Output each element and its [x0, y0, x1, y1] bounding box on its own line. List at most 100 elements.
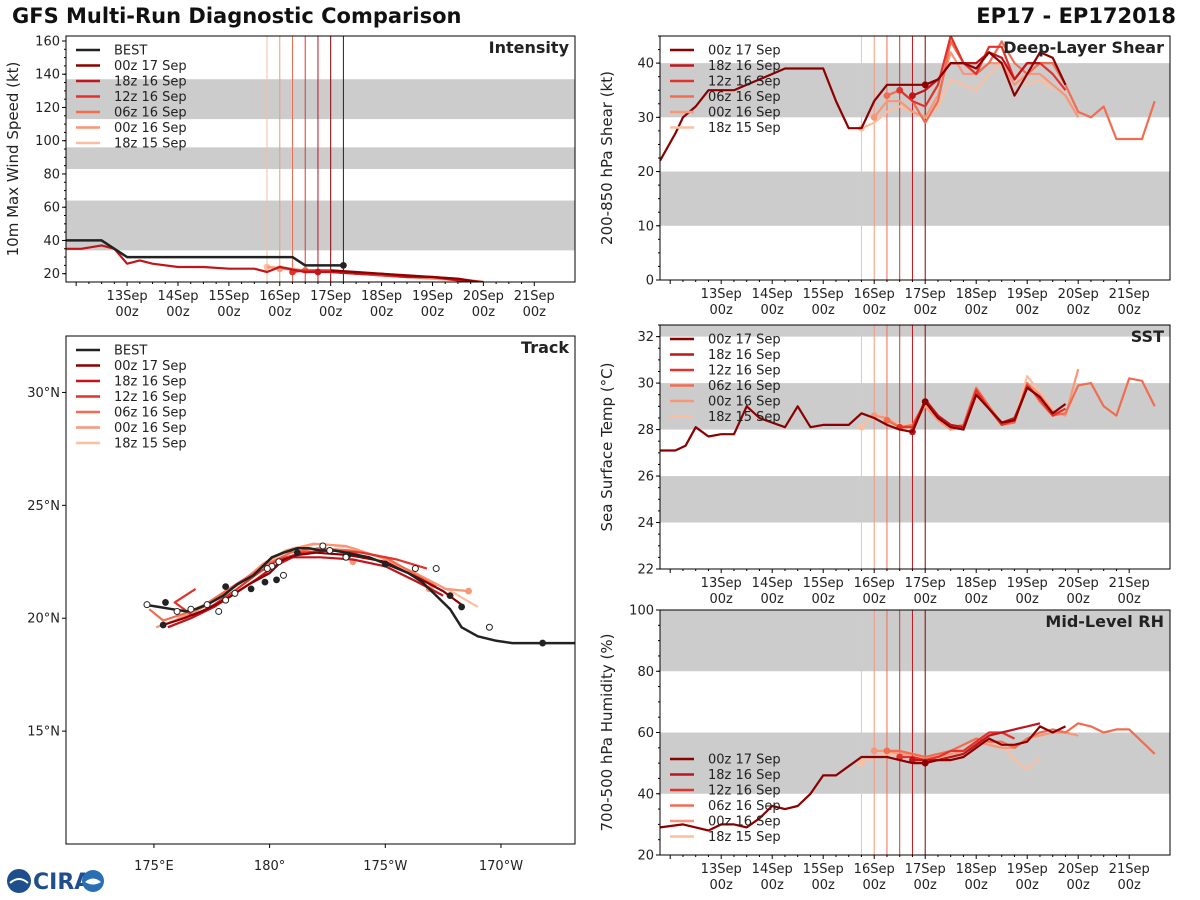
- track-legend-label-00z-17-sep: 00z 17 Sep: [114, 359, 187, 374]
- track-open-marker-best-3: [342, 553, 350, 561]
- track-open-marker-best-11: [231, 589, 239, 597]
- shear-xtick-label-day-8: 21Sep: [1109, 287, 1150, 302]
- intensity-marker-best-0: [340, 261, 347, 269]
- rh-legend-label-06z-16-sep: 06z 16 Sep: [708, 799, 781, 814]
- track-axes-frame: [65, 335, 576, 845]
- intensity-series-layer: [66, 239, 484, 282]
- track-panel: 15°N 20°N 25°N 30°N 175°E 180° 175°W 170°W Track…: [27, 335, 576, 874]
- shear-xtick-label-hour-6: 00z: [1016, 303, 1040, 318]
- track-marker-best-10: [162, 599, 169, 606]
- sst-xtick-label-hour-6: 00z: [1016, 592, 1040, 607]
- rh-xtick-label-day-0: 13Sep: [701, 862, 742, 877]
- shear-xtick-label-day-4: 17Sep: [905, 287, 946, 302]
- shear-xtick-label-hour-3: 00z: [863, 303, 887, 318]
- shear-band-1: [660, 63, 1170, 118]
- sst-ytick-label-5: 32: [637, 330, 654, 345]
- rh-marker-00z-17-sep-0: [921, 759, 929, 767]
- rh-xtick-label-hour-5: 00z: [965, 878, 989, 893]
- track-open-marker-best-9: [263, 565, 271, 573]
- rh-panel: 2040608010013Sep00z14Sep00z15Sep00z16Sep…: [598, 604, 1171, 893]
- sst-xtick-label-day-5: 18Sep: [956, 576, 997, 591]
- rh-band-1: [660, 610, 1170, 672]
- shear-ylabel: 200-850 hPa Shear (kt): [598, 71, 616, 245]
- sst-band-0: [660, 476, 1170, 523]
- rh-xtick-label-day-3: 16Sep: [854, 862, 895, 877]
- intensity-panel: 2040608010012014016013Sep00z14Sep00z15Se…: [4, 34, 576, 320]
- track-legend-label-00z-16-sep: 00z 16 Sep: [114, 421, 187, 436]
- track-marker-best-11: [159, 621, 167, 629]
- rh-legend-label-18z-15-sep: 18z 15 Sep: [708, 830, 781, 845]
- track-legend-label-06z-16-sep: 06z 16 Sep: [114, 406, 187, 421]
- intensity-series-best: [66, 239, 344, 267]
- intensity-series-00z-17-sep: [330, 269, 479, 282]
- track-marker-best-2: [446, 592, 454, 600]
- figure-title: GFS Multi-Run Diagnostic Comparison: [12, 4, 462, 28]
- sst-xtick-label-hour-1: 00z: [761, 592, 785, 607]
- track-legend-label-18z-16-sep: 18z 16 Sep: [114, 375, 187, 390]
- intensity-ytick-label-7: 160: [35, 34, 60, 49]
- rh-xtick-label-hour-0: 00z: [710, 878, 734, 893]
- intensity-ytick-label-1: 40: [43, 234, 60, 249]
- track-marker-best-0: [539, 639, 547, 647]
- track-xtick-label-1: 180°: [254, 859, 285, 874]
- track-ytick-label-2: 25°N: [27, 499, 60, 514]
- intensity-marker-18z-16-sep-0: [314, 268, 322, 276]
- shear-ytick-label-1: 10: [637, 219, 654, 234]
- sst-ytick-label-4: 30: [637, 377, 654, 392]
- rh-xtick-label-day-7: 20Sep: [1058, 862, 1099, 877]
- shear-marker-12z-16-sep-0: [896, 86, 904, 94]
- track-marker-best-9: [222, 583, 230, 591]
- sst-ytick-label-2: 26: [637, 470, 654, 485]
- rh-legend-label-18z-16-sep: 18z 16 Sep: [708, 768, 781, 783]
- sst-xtick-label-day-4: 17Sep: [905, 576, 946, 591]
- intensity-xtick-label-hour-7: 00z: [472, 305, 496, 320]
- shear-xtick-label-day-5: 18Sep: [956, 287, 997, 302]
- track-marker-best-3: [381, 560, 389, 568]
- rh-xtick-label-day-6: 19Sep: [1007, 862, 1048, 877]
- shear-xtick-label-hour-7: 00z: [1067, 303, 1091, 318]
- intensity-ytick-label-0: 20: [43, 267, 60, 282]
- shear-ytick-label-3: 30: [637, 111, 654, 126]
- sst-xtick-label-day-8: 21Sep: [1109, 576, 1150, 591]
- sst-xtick-label-hour-8: 00z: [1118, 592, 1142, 607]
- shear-xtick-label-day-7: 20Sep: [1058, 287, 1099, 302]
- intensity-ytick-label-3: 80: [43, 167, 60, 182]
- intensity-legend-label-best: BEST: [114, 44, 147, 59]
- intensity-xtick-label-hour-8: 00z: [523, 305, 547, 320]
- intensity-xtick-label-day-2: 15Sep: [208, 289, 249, 304]
- track-ytick-label-3: 30°N: [27, 386, 60, 401]
- sst-series-layer: [660, 368, 1156, 452]
- sst-xtick-label-day-1: 14Sep: [752, 576, 793, 591]
- rh-xtick-label-day-8: 21Sep: [1109, 862, 1150, 877]
- intensity-xtick-label-day-0: 13Sep: [107, 289, 148, 304]
- shear-panel: 01020304013Sep00z14Sep00z15Sep00z16Sep00…: [598, 35, 1171, 318]
- sst-xtick-label-hour-0: 00z: [710, 592, 734, 607]
- shear-marker-00z-17-sep-0: [921, 81, 929, 89]
- shear-legend-label-00z-16-sep: 00z 16 Sep: [708, 106, 781, 121]
- shear-xtick-label-day-1: 14Sep: [752, 287, 793, 302]
- rh-series-00z-17-sep: [660, 725, 1066, 832]
- intensity-xtick-label-hour-0: 00z: [115, 305, 139, 320]
- intensity-band-2: [66, 79, 575, 120]
- track-xtick-label-0: 175°E: [134, 859, 174, 874]
- shear-ytick-label-4: 40: [637, 57, 654, 72]
- sst-xtick-label-hour-7: 00z: [1067, 592, 1091, 607]
- cira-logo-icon: CIRA: [7, 869, 104, 895]
- intensity-xtick-label-day-7: 20Sep: [463, 289, 504, 304]
- rh-xtick-label-day-1: 14Sep: [752, 862, 793, 877]
- track-marker-best-1: [458, 603, 466, 611]
- shear-xtick-label-day-0: 13Sep: [701, 287, 742, 302]
- intensity-xtick-label-day-8: 21Sep: [514, 289, 555, 304]
- rh-ytick-label-3: 80: [637, 665, 654, 680]
- shear-xtick-label-hour-8: 00z: [1118, 303, 1142, 318]
- shear-xtick-label-hour-4: 00z: [914, 303, 938, 318]
- rh-ytick-label-0: 20: [637, 849, 654, 864]
- intensity-xtick-label-hour-5: 00z: [370, 305, 394, 320]
- intensity-xtick-label-day-1: 14Sep: [157, 289, 198, 304]
- shear-xtick-label-hour-1: 00z: [761, 303, 785, 318]
- track-open-marker-best-2: [411, 565, 419, 573]
